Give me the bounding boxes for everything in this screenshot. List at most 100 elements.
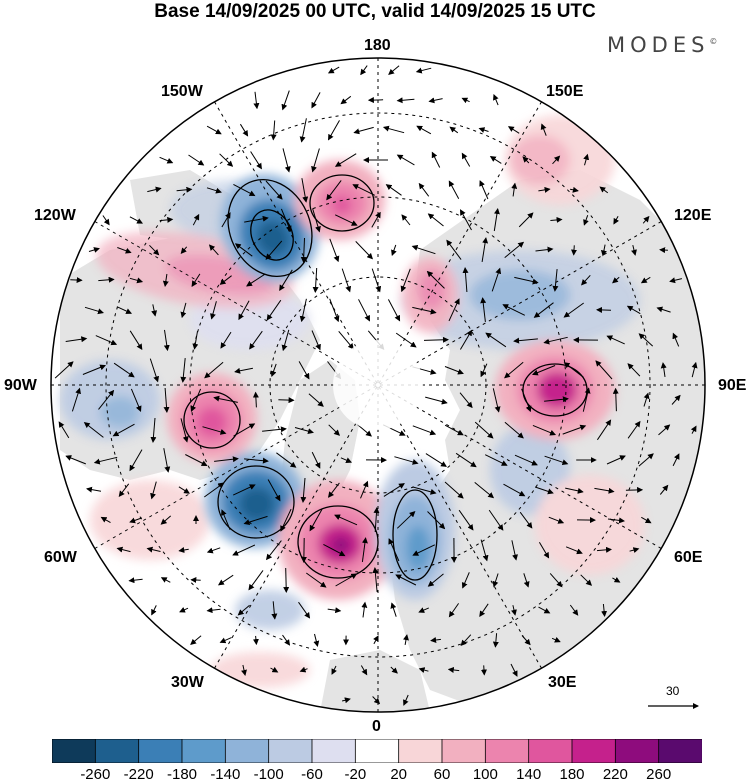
wind-vector [460,634,472,647]
wind-vector [388,65,400,75]
colorbar-label: 220 [602,766,628,783]
wind-vector [461,572,470,589]
wind-vector [334,153,357,167]
wind-vector [518,212,534,228]
wind-vector [533,302,554,318]
wind-vector [249,330,263,350]
wind-vector [149,358,160,383]
wind-vector [523,573,530,588]
wind-vector [162,273,169,287]
wind-vector [390,602,397,617]
wind-vector [283,567,290,593]
wind-vector [244,215,269,223]
wind-vector [180,246,188,254]
wind-vector [493,208,500,232]
polar-map [50,57,706,713]
wind-vector [507,126,520,134]
wind-vector [372,567,379,593]
wind-vector [129,517,143,524]
wind-vector [102,215,110,226]
wind-vector [641,516,652,524]
wind-vector [280,208,292,233]
wind-vector [479,180,489,200]
wind-vector [382,125,405,134]
wind-vector [331,665,337,675]
wind-vector [265,240,283,260]
wind-vector [308,393,324,407]
wind-vector [504,241,525,258]
wind-vector [401,214,411,226]
wind-vector [221,212,231,228]
wind-vector [631,244,637,256]
wind-vector [563,362,584,378]
wind-vector [418,667,429,674]
wind-vector [117,247,132,254]
wind-vector [606,455,626,465]
wind-vector [522,156,530,164]
wind-vector [276,452,297,468]
wind-vector [660,362,667,377]
wind-vector [427,213,444,227]
wind-vector [569,604,579,616]
colorbar-swatch [52,739,97,763]
wind-vector [160,515,172,525]
lon-label-150w: 150W [161,83,203,100]
wind-vector [563,302,584,318]
wind-vector [562,424,587,435]
wind-vector [534,486,554,495]
wind-vector [481,237,489,262]
wind-vector [373,507,380,533]
wind-vector [185,454,208,466]
wind-vector [82,364,107,375]
wind-vector [281,90,290,111]
wind-vector [458,509,474,531]
wind-vector [444,366,464,375]
wind-vector [219,153,234,167]
contours [183,174,588,581]
wind-vector [266,299,282,321]
wind-vector [234,243,253,257]
wind-vector [514,276,539,285]
wind-vector [360,480,369,499]
wind-vector [485,332,507,348]
wind-vector [340,457,353,463]
wind-vector [460,209,472,231]
colorbar-swatch [181,739,227,763]
wind-vector [210,301,217,320]
wind-vector [387,299,401,322]
lon-label-30e: 30E [548,674,577,691]
wind-vector [206,187,222,194]
wind-vector [329,298,340,323]
wind-vector [204,482,225,498]
wind-vector [267,479,281,502]
wind-vector [599,186,609,194]
wind-vector [551,636,561,643]
wind-vector [390,666,398,674]
wind-vector [233,183,256,197]
wind-vector [669,277,683,284]
wind-vector [519,511,533,529]
colorbar-label: -20 [344,766,367,783]
wind-vector [549,573,563,588]
wind-vector [446,239,462,260]
wind-vector [514,454,538,466]
wind-vector [237,604,250,616]
wind-vector [596,546,612,553]
wind-vector [544,396,569,403]
wind-vector [391,244,397,257]
wind-vector [241,664,247,676]
wind-vector [327,607,342,614]
wind-vector [65,336,88,343]
wind-vector [444,481,464,499]
wind-vector [430,637,441,643]
wind-vector [412,544,436,556]
wind-vector [423,336,449,343]
wind-vector [492,573,499,588]
wind-vector [396,154,415,166]
wind-vector [690,425,697,434]
wind-vector [86,486,102,493]
wind-vector [462,267,469,293]
wind-vector [298,361,310,380]
wind-vector [239,123,249,137]
wind-vectors [54,65,698,706]
